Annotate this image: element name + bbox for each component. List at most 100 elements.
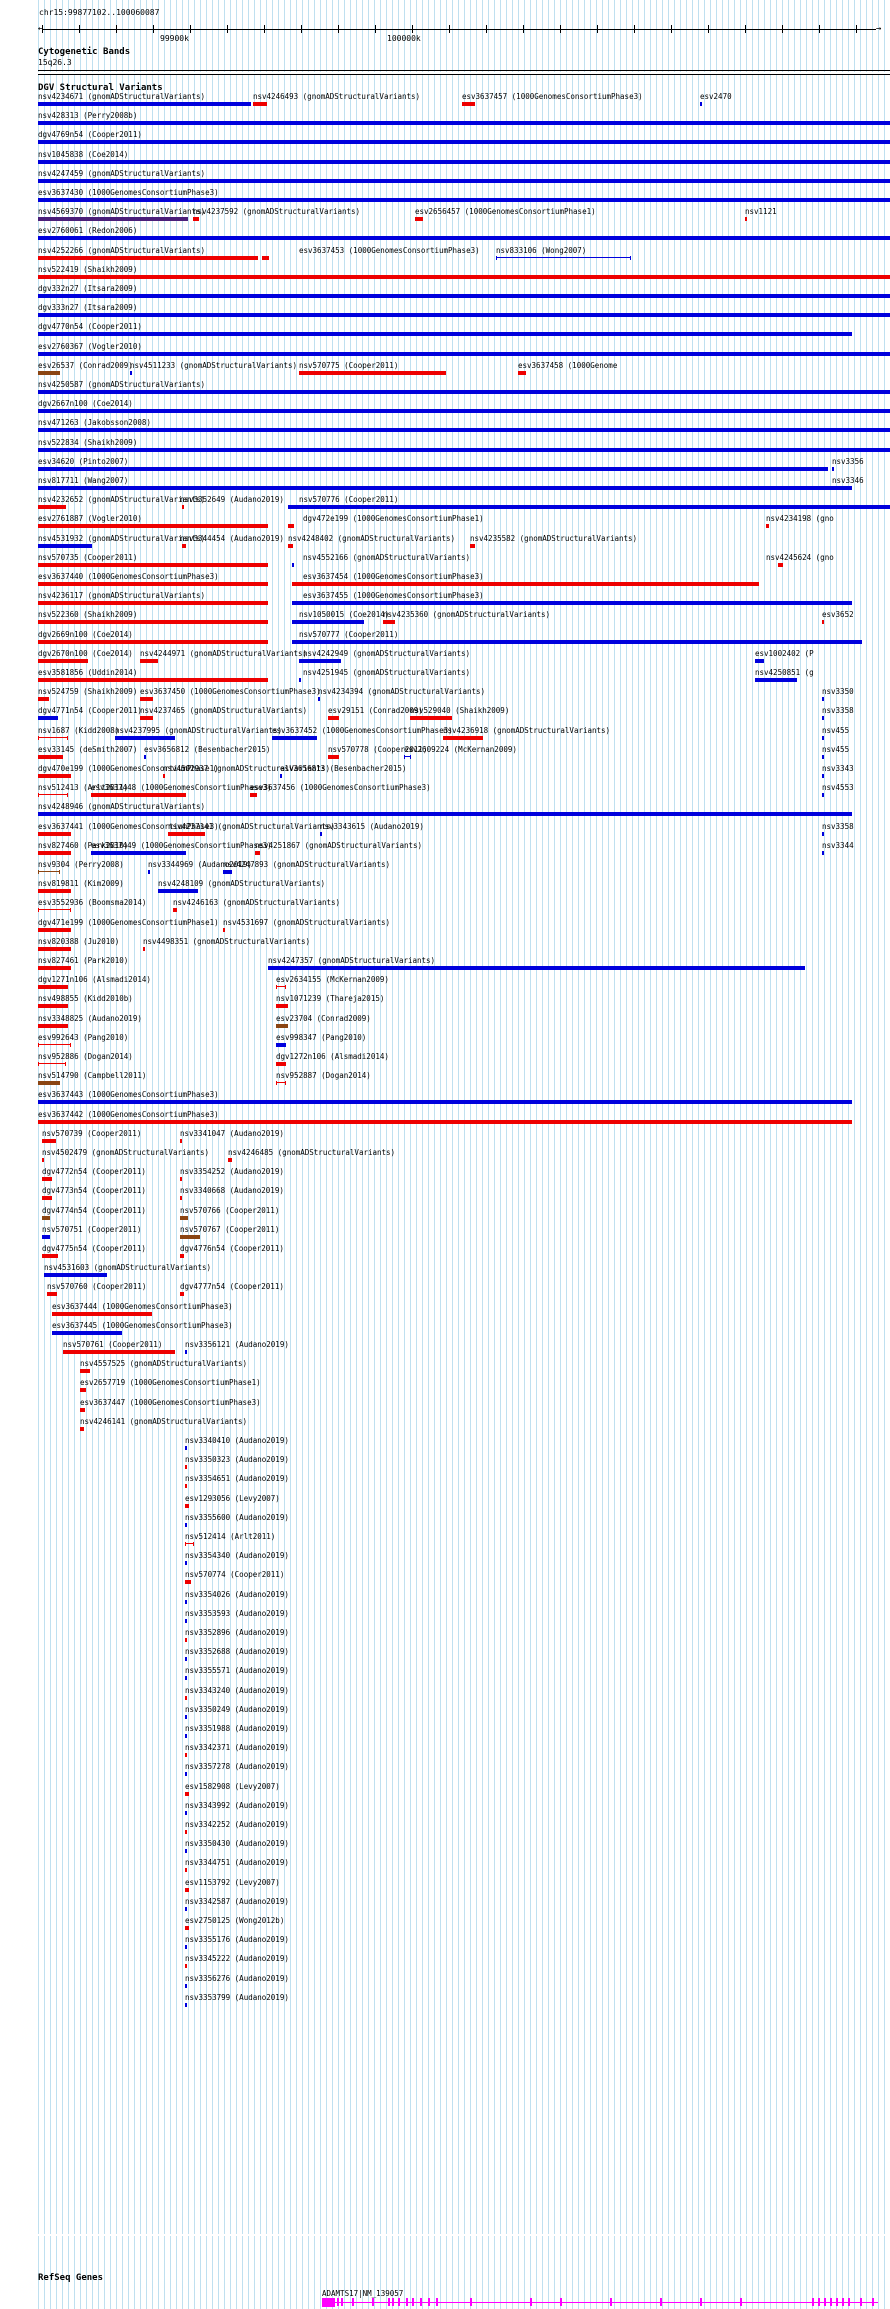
dgv-variant-feature[interactable]: esv3637440 (1000GenomesConsortiumPhase3) (0, 572, 890, 590)
dgv-variant-feature[interactable]: dgv4774n54 (Cooper2011) (0, 1206, 890, 1224)
dgv-variant-feature[interactable]: esv2761887 (Vogler2010) (0, 514, 890, 532)
dgv-variant-bar[interactable] (255, 850, 260, 855)
dgv-variant-bar[interactable] (168, 831, 205, 836)
dgv-variant-bar[interactable] (276, 1004, 288, 1009)
dgv-variant-bar[interactable] (276, 1062, 286, 1066)
dgv-variant-bar[interactable] (38, 1100, 852, 1105)
dgv-variant-bar[interactable] (185, 1695, 187, 1700)
dgv-variant-feature[interactable]: dgv472e199 (1000GenomesConsortiumPhase1) (0, 514, 890, 532)
gene-exon[interactable] (530, 2298, 532, 2306)
dgv-variant-feature[interactable]: nsv524759 (Shaikh2009) (0, 687, 890, 705)
dgv-variant-feature[interactable]: esv3652 (0, 610, 890, 628)
dgv-variant-feature[interactable]: esv3637452 (1000GenomesConsortiumPhase3) (0, 726, 890, 744)
dgv-variant-bar[interactable] (38, 697, 49, 702)
dgv-variant-feature[interactable]: nsv570735 (Cooper2011) (0, 553, 890, 571)
dgv-variant-bar[interactable] (42, 1196, 52, 1201)
dgv-variant-feature[interactable]: nsv3354026 (Audano2019) (0, 1590, 890, 1608)
dgv-variant-bar[interactable] (185, 1810, 187, 1815)
dgv-variant-feature[interactable]: nsv3342371 (Audano2019) (0, 1743, 890, 1761)
dgv-variant-feature[interactable]: nsv3351988 (Audano2019) (0, 1724, 890, 1742)
dgv-variant-feature[interactable]: esv3637453 (1000GenomesConsortiumPhase3) (0, 246, 890, 264)
dgv-variant-bar[interactable] (115, 735, 175, 740)
dgv-variant-bar[interactable] (38, 447, 890, 452)
dgv-variant-feature[interactable]: nsv3343 (0, 764, 890, 782)
dgv-variant-bar[interactable] (185, 1887, 189, 1892)
dgv-variant-bar[interactable] (299, 370, 446, 375)
gene-exon[interactable] (848, 2298, 850, 2306)
dgv-variant-bar[interactable] (185, 1906, 187, 1911)
dgv-variant-bar[interactable] (163, 774, 165, 778)
dgv-variant-feature[interactable]: nsv4232652 (gnomADStructuralVariants) (0, 495, 890, 513)
dgv-variant-bar[interactable] (223, 927, 225, 932)
dgv-variant-feature[interactable]: nsv4250851 (g (0, 668, 890, 686)
dgv-variant-bar[interactable] (180, 1177, 182, 1182)
dgv-variant-bar[interactable] (38, 812, 852, 817)
dgv-variant-bar[interactable] (180, 1234, 200, 1239)
dgv-variant-bar[interactable] (182, 505, 184, 510)
dgv-variant-feature[interactable]: nsv3343240 (Audano2019) (0, 1686, 890, 1704)
dgv-variant-bar[interactable] (38, 217, 188, 222)
dgv-variant-bar[interactable] (38, 620, 268, 625)
dgv-variant-feature[interactable]: nsv529040 (Shaikh2009) (0, 706, 890, 724)
dgv-variant-bar[interactable] (38, 313, 890, 318)
dgv-variant-feature[interactable]: esv3637444 (1000GenomesConsortiumPhase3) (0, 1302, 890, 1320)
dgv-variant-bar[interactable] (185, 1465, 187, 1470)
dgv-variant-feature[interactable]: nsv3346 (0, 476, 890, 494)
dgv-variant-bar[interactable] (443, 735, 483, 740)
gene-exon[interactable] (372, 2298, 374, 2306)
dgv-variant-feature[interactable]: nsv3353799 (Audano2019) (0, 1993, 890, 2011)
dgv-variant-bar[interactable] (38, 198, 890, 202)
dgv-variant-feature[interactable]: esv3656813 (Besenbacher2015) (0, 764, 890, 782)
dgv-variant-feature[interactable]: nsv3350430 (Audano2019) (0, 1839, 890, 1857)
dgv-variant-feature[interactable]: nsv952886 (Dogan2014) (0, 1052, 890, 1070)
dgv-variant-bar[interactable] (280, 774, 282, 778)
dgv-variant-feature[interactable]: nsv570774 (Cooper2011) (0, 1570, 890, 1588)
dgv-variant-bar[interactable] (822, 716, 824, 721)
dgv-variant-feature[interactable]: esv3637456 (1000GenomesConsortiumPhase3) (0, 783, 890, 801)
dgv-variant-bar[interactable] (91, 793, 186, 798)
dgv-variant-feature[interactable]: dgv2670n100 (Coe2014) (0, 649, 890, 667)
dgv-variant-bar[interactable] (292, 620, 364, 625)
dgv-variant-feature[interactable]: dgv332n27 (Itsara2009) (0, 284, 890, 302)
dgv-variant-feature[interactable]: nsv4237592 (gnomADStructuralVariants) (0, 207, 890, 225)
dgv-variant-bar[interactable] (144, 754, 146, 759)
dgv-variant-feature[interactable]: nsv4553 (0, 783, 890, 801)
dgv-variant-bar[interactable] (185, 1983, 187, 1988)
dgv-variant-bar[interactable] (822, 735, 824, 740)
dgv-variant-feature[interactable]: dgv4777n54 (Cooper2011) (0, 1282, 890, 1300)
dgv-variant-bar[interactable] (180, 1138, 182, 1143)
dgv-variant-feature[interactable]: nsv3354651 (Audano2019) (0, 1474, 890, 1492)
dgv-variant-bar[interactable] (185, 1734, 187, 1738)
dgv-variant-bar[interactable] (38, 486, 852, 490)
dgv-variant-bar[interactable] (38, 678, 268, 682)
dgv-variant-feature[interactable]: nsv4552166 (gnomADStructuralVariants) (0, 553, 890, 571)
dgv-variant-feature[interactable]: nsv3355600 (Audano2019) (0, 1513, 890, 1531)
dgv-variant-bar[interactable] (832, 486, 834, 490)
dgv-variant-feature[interactable]: esv3637458 (1000Genome (0, 361, 890, 379)
dgv-variant-feature[interactable]: esv3637454 (1000GenomesConsortiumPhase3) (0, 572, 890, 590)
gene-exon[interactable] (428, 2298, 430, 2306)
dgv-variant-feature[interactable]: nsv4242949 (gnomADStructuralVariants) (0, 649, 890, 667)
dgv-variant-bar[interactable] (130, 370, 132, 375)
dgv-variant-feature[interactable]: nsv3350249 (Audano2019) (0, 1705, 890, 1723)
dgv-variant-bar[interactable] (38, 178, 890, 183)
dgv-variant-feature[interactable]: nsv498855 (Kidd2010b) (0, 994, 890, 1012)
dgv-variant-feature[interactable]: esv2657719 (1000GenomesConsortiumPhase1) (0, 1378, 890, 1396)
dgv-variant-feature[interactable]: esv3637442 (1000GenomesConsortiumPhase3) (0, 1110, 890, 1128)
dgv-variant-feature[interactable]: nsv4237995 (gnomADStructuralVariants) (0, 726, 890, 744)
dgv-variant-feature[interactable]: nsv4235360 (gnomADStructuralVariants) (0, 610, 890, 628)
dgv-variant-feature[interactable]: nsv827460 (Park2010) (0, 841, 890, 859)
dgv-variant-bar[interactable] (148, 870, 150, 874)
dgv-variant-bar[interactable] (185, 1503, 189, 1508)
dgv-variant-bar[interactable] (38, 121, 890, 126)
dgv-variant-bar[interactable] (38, 274, 890, 279)
dgv-variant-feature[interactable]: nsv3354340 (Audano2019) (0, 1551, 890, 1569)
dgv-variant-feature[interactable]: nsv3344751 (Audano2019) (0, 1858, 890, 1876)
dgv-variant-feature[interactable]: esv2760061 (Redon2006) (0, 226, 890, 244)
dgv-variant-feature[interactable]: esv33145 (deSmith2007) (0, 745, 890, 763)
dgv-variant-feature[interactable]: nsv3340410 (Audano2019) (0, 1436, 890, 1454)
dgv-variant-feature[interactable]: esv3637450 (1000GenomesConsortiumPhase3) (0, 687, 890, 705)
dgv-variant-feature[interactable]: nsv570760 (Cooper2011) (0, 1282, 890, 1300)
dgv-variant-bar[interactable] (38, 1023, 68, 1028)
dgv-variant-bar[interactable] (42, 1158, 44, 1162)
